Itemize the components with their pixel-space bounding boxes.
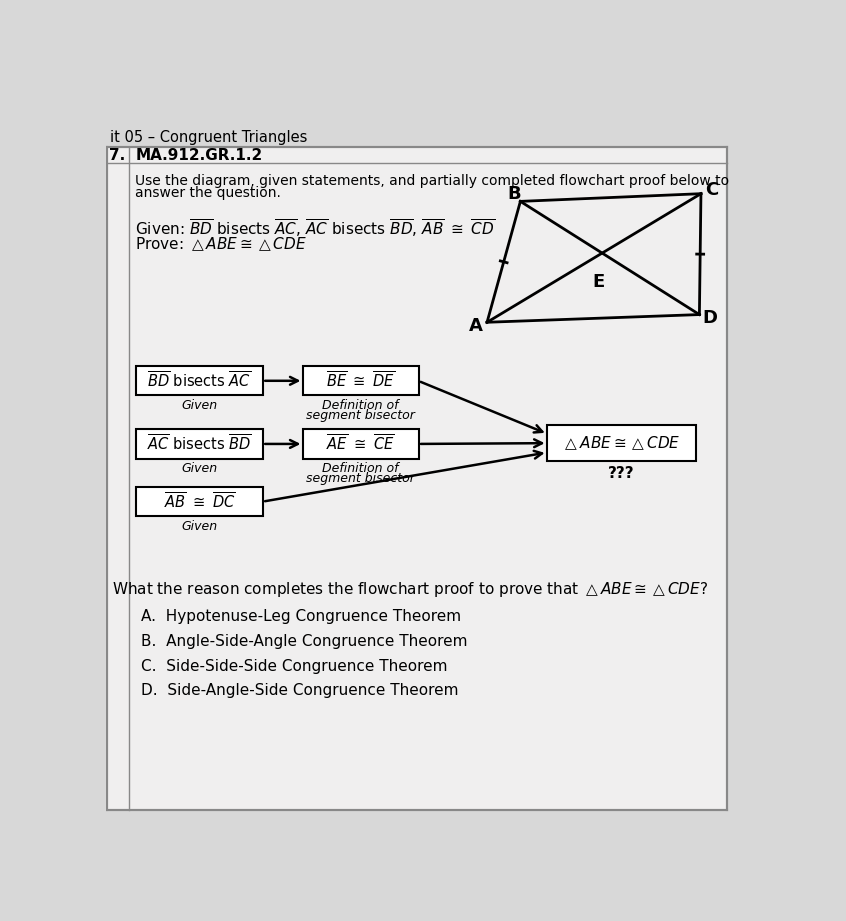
Text: ???: ???	[607, 466, 634, 482]
Text: $\overline{AC}$ bisects $\overline{BD}$: $\overline{AC}$ bisects $\overline{BD}$	[147, 434, 252, 454]
Text: What the reason completes the flowchart proof to prove that $\triangle ABE \cong: What the reason completes the flowchart …	[112, 580, 708, 600]
Text: 7.: 7.	[109, 147, 125, 163]
Text: Definition of: Definition of	[322, 400, 399, 413]
Text: $\overline{AB}$ $\cong$ $\overline{DC}$: $\overline{AB}$ $\cong$ $\overline{DC}$	[164, 492, 235, 512]
Text: $\triangle ABE \cong \triangle CDE$: $\triangle ABE \cong \triangle CDE$	[562, 435, 680, 452]
Text: D.  Side-Angle-Side Congruence Theorem: D. Side-Angle-Side Congruence Theorem	[140, 683, 459, 698]
Text: it 05 – Congruent Triangles: it 05 – Congruent Triangles	[110, 130, 307, 145]
FancyBboxPatch shape	[303, 367, 419, 395]
Text: D: D	[703, 309, 717, 328]
Text: A: A	[470, 317, 483, 335]
FancyBboxPatch shape	[303, 429, 419, 459]
Text: B: B	[508, 185, 521, 203]
Text: answer the question.: answer the question.	[135, 186, 281, 200]
Text: Given: Given	[181, 400, 217, 413]
Text: C.  Side-Side-Side Congruence Theorem: C. Side-Side-Side Congruence Theorem	[140, 659, 448, 674]
FancyBboxPatch shape	[136, 429, 263, 459]
FancyBboxPatch shape	[107, 147, 728, 810]
Text: Use the diagram, given statements, and partially completed flowchart proof below: Use the diagram, given statements, and p…	[135, 174, 729, 188]
Text: E: E	[592, 274, 605, 291]
FancyBboxPatch shape	[547, 426, 695, 460]
Text: MA.912.GR.1.2: MA.912.GR.1.2	[135, 147, 262, 163]
Text: $\overline{AE}$ $\cong$ $\overline{CE}$: $\overline{AE}$ $\cong$ $\overline{CE}$	[327, 434, 395, 454]
Text: Given: Given	[181, 520, 217, 533]
Text: segment bisector: segment bisector	[306, 409, 415, 423]
Text: $\overline{BE}$ $\cong$ $\overline{DE}$: $\overline{BE}$ $\cong$ $\overline{DE}$	[327, 370, 395, 391]
Text: Given: Given	[181, 462, 217, 475]
Text: Prove: $\triangle ABE \cong \triangle CDE$: Prove: $\triangle ABE \cong \triangle CD…	[135, 235, 307, 253]
Text: Definition of: Definition of	[322, 462, 399, 475]
Text: $\overline{BD}$ bisects $\overline{AC}$: $\overline{BD}$ bisects $\overline{AC}$	[147, 370, 251, 391]
Text: A.  Hypotenuse-Leg Congruence Theorem: A. Hypotenuse-Leg Congruence Theorem	[140, 610, 461, 624]
Text: C: C	[706, 181, 718, 199]
Text: Given: $\overline{BD}$ bisects $\overline{AC}$, $\overline{AC}$ bisects $\overli: Given: $\overline{BD}$ bisects $\overlin…	[135, 216, 496, 239]
Text: segment bisector: segment bisector	[306, 472, 415, 485]
Text: B.  Angle-Side-Angle Congruence Theorem: B. Angle-Side-Angle Congruence Theorem	[140, 635, 467, 649]
FancyBboxPatch shape	[136, 487, 263, 517]
FancyBboxPatch shape	[136, 367, 263, 395]
